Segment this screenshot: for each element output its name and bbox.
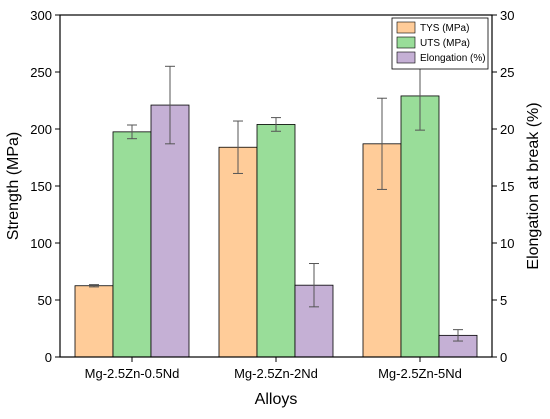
bars-layer: [74, 95, 478, 358]
right-tick-label: 15: [500, 179, 514, 194]
left-tick-label: 100: [30, 236, 52, 251]
x-tick-label: Mg-2.5Zn-0.5Nd: [85, 366, 180, 381]
x-axis-title: Alloys: [255, 391, 298, 408]
legend-label: UTS (MPa): [420, 38, 470, 49]
x-tick-label: Mg-2.5Zn-5Nd: [378, 366, 462, 381]
x-axis-ticks: Mg-2.5Zn-0.5Nd Mg-2.5Zn-2Nd Mg-2.5Zn-5Nd: [85, 357, 462, 381]
bar: [112, 131, 152, 358]
right-tick-label: 0: [500, 350, 507, 365]
left-tick-label: 0: [45, 350, 52, 365]
left-axis-ticks: 0 50 100 150 200 250 300: [30, 8, 60, 365]
bar: [218, 146, 258, 358]
left-tick-label: 150: [30, 179, 52, 194]
right-tick-label: 30: [500, 8, 514, 23]
bar: [150, 104, 190, 358]
bar: [74, 285, 114, 358]
left-tick-label: 250: [30, 65, 52, 80]
bar: [256, 124, 296, 358]
right-tick-label: 20: [500, 122, 514, 137]
x-tick-label: Mg-2.5Zn-2Nd: [234, 366, 318, 381]
right-tick-label: 5: [500, 293, 507, 308]
legend-label: TYS (MPa): [420, 23, 469, 34]
right-tick-label: 25: [500, 65, 514, 80]
legend-label: Elongation (%): [420, 53, 486, 64]
legend: TYS (MPa) UTS (MPa) Elongation (%): [391, 17, 489, 70]
left-tick-label: 200: [30, 122, 52, 137]
y2-axis-title: Elongation at break (%): [525, 102, 542, 269]
bar: [400, 95, 440, 358]
right-tick-label: 10: [500, 236, 514, 251]
legend-swatch: [396, 36, 416, 49]
legend-swatch: [396, 21, 416, 34]
right-axis-ticks: 0 5 10 15 20 25 30: [492, 8, 514, 365]
left-tick-label: 50: [38, 293, 52, 308]
legend-swatch: [396, 51, 416, 64]
left-tick-label: 300: [30, 8, 52, 23]
y-axis-title: Strength (MPa): [5, 132, 22, 240]
